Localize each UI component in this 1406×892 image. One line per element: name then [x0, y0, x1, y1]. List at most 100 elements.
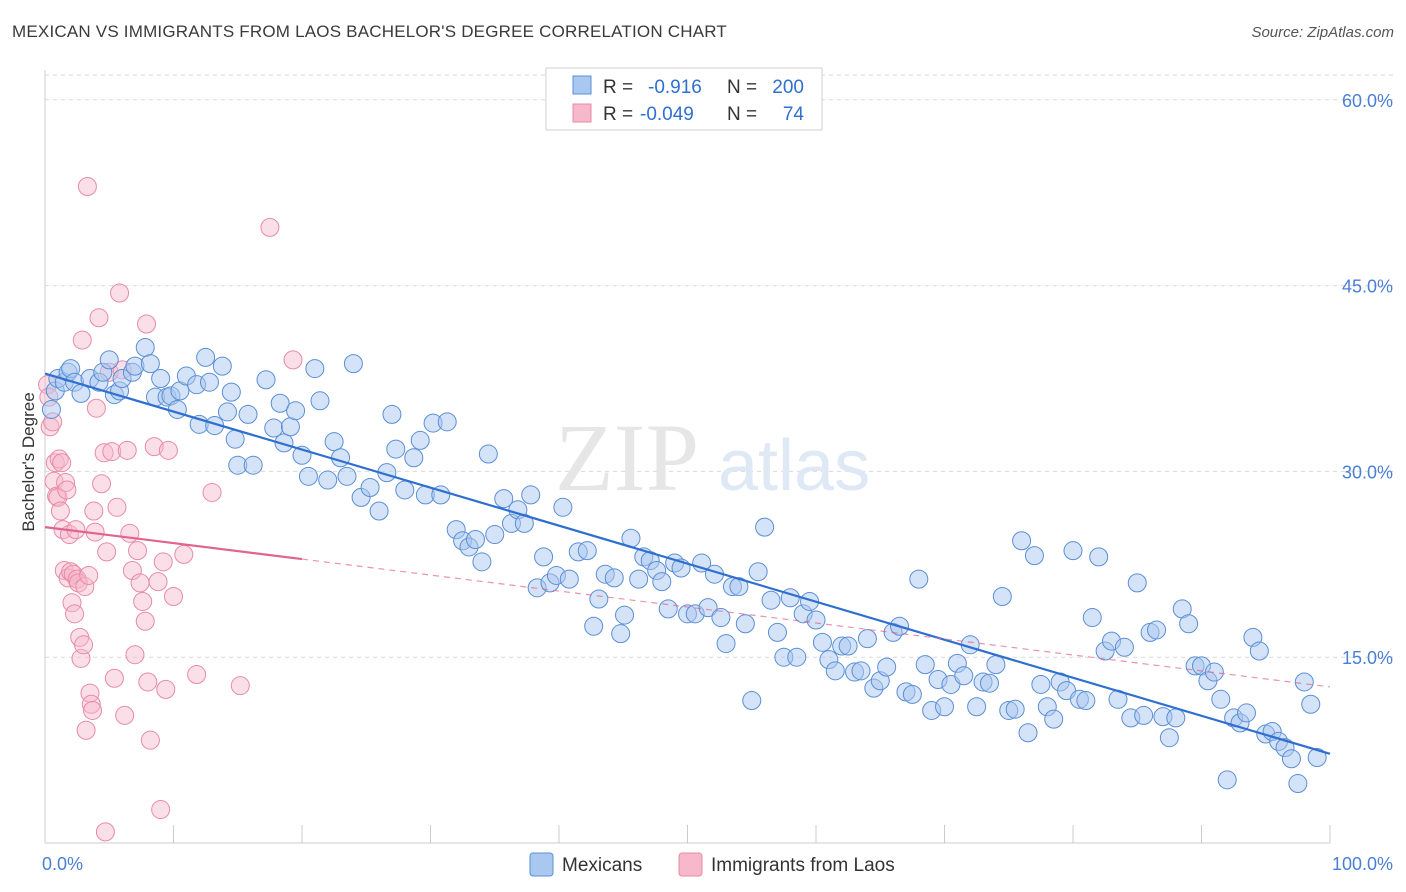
mexican-point-109: [729, 577, 749, 597]
mexican-point-144: [954, 666, 974, 686]
laos-point-50: [120, 523, 140, 543]
mexican-point-38: [256, 370, 276, 390]
mexican-point-31: [212, 356, 232, 376]
series-mexicans-points: [41, 338, 1327, 794]
laos-point-28: [75, 577, 95, 597]
laos-point-14: [57, 480, 77, 500]
mexican-point-93: [629, 569, 649, 589]
laos-point-29: [76, 720, 96, 740]
mexican-point-46: [305, 359, 325, 379]
laos-point-10: [52, 453, 72, 473]
mexican-point-132: [877, 657, 897, 677]
axis-layer: [44, 70, 1331, 844]
laos-point-72: [283, 350, 303, 370]
mexican-point-115: [767, 622, 787, 642]
laos-point-30: [77, 176, 97, 196]
laos-point-38: [89, 308, 109, 328]
laos-point-55: [133, 591, 153, 611]
mexican-point-83: [559, 569, 579, 589]
laos-point-45: [107, 497, 127, 517]
laos-point-23: [68, 573, 88, 593]
mexican-point-163: [1076, 691, 1096, 711]
mexican-point-114: [761, 590, 781, 610]
mexican-point-91: [615, 605, 635, 625]
laos-point-63: [153, 552, 173, 572]
mexican-point-138: [915, 655, 935, 675]
laos-point-54: [130, 573, 150, 593]
mexican-point-41: [274, 433, 294, 453]
mexican-point-48: [318, 470, 338, 490]
stats-n-label-2: N =: [727, 104, 757, 125]
stats-legend: R = -0.916 N = 200 R = -0.049 N = 74: [545, 67, 823, 131]
mexican-point-23: [167, 399, 187, 419]
mexican-point-150: [992, 586, 1012, 606]
chart-source: Source: ZipAtlas.com: [1251, 24, 1394, 41]
mexican-point-146: [967, 697, 987, 717]
mexican-point-153: [1012, 531, 1032, 551]
mexican-point-73: [494, 489, 514, 509]
laos-point-6: [47, 486, 67, 506]
bottom-legend: Mexicans Immigrants from Laos: [529, 852, 895, 877]
mexican-point-43: [286, 401, 306, 421]
laos-point-68: [187, 665, 207, 685]
laos-point-46: [110, 283, 130, 303]
watermark: ZIP atlas: [555, 404, 870, 511]
watermark-atlas: atlas: [718, 426, 870, 506]
mexican-point-165: [1089, 547, 1109, 567]
laos-point-65: [158, 440, 178, 460]
laos-point-69: [202, 482, 222, 502]
mexican-point-154: [1018, 723, 1038, 743]
mexican-point-156: [1031, 674, 1051, 694]
mexican-point-36: [238, 404, 258, 424]
mexican-point-90: [611, 624, 631, 644]
mexican-point-184: [1211, 689, 1231, 709]
laos-point-27: [74, 635, 94, 655]
mexican-point-171: [1127, 573, 1147, 593]
mexican-point-164: [1082, 608, 1102, 628]
mexican-point-121: [806, 610, 826, 630]
laos-point-67: [174, 544, 194, 564]
mexican-point-11: [99, 350, 119, 370]
chart-title: MEXICAN VS IMMIGRANTS FROM LAOS BACHELOR…: [12, 22, 728, 41]
mexican-point-111: [742, 691, 762, 711]
mexican-point-71: [478, 444, 498, 464]
mexican-point-161: [1063, 541, 1083, 561]
laos-point-34: [83, 700, 103, 720]
mexican-point-97: [652, 572, 672, 592]
mexican-point-174: [1147, 620, 1167, 640]
mexican-point-169: [1114, 637, 1134, 657]
stats-n-label-1: N =: [727, 77, 757, 98]
laos-point-20: [65, 604, 85, 624]
laos-point-49: [117, 440, 137, 460]
stats-n-value-1: 200: [772, 77, 804, 98]
mexican-point-172: [1134, 705, 1154, 725]
mexican-point-176: [1159, 728, 1179, 748]
mexican-point-59: [395, 480, 415, 500]
mexican-point-122: [812, 632, 832, 652]
mexican-point-61: [410, 430, 430, 450]
mexican-point-141: [935, 697, 954, 717]
mexican-point-34: [225, 429, 245, 449]
mexican-point-137: [909, 569, 929, 589]
mexican-point-33: [221, 382, 241, 402]
mexican-point-179: [1179, 614, 1199, 634]
laos-point-41: [97, 542, 117, 562]
mexican-point-52: [343, 354, 363, 374]
mexican-point-70: [472, 552, 492, 572]
mexican-point-87: [589, 589, 609, 609]
mexican-point-58: [386, 439, 406, 459]
laos-point-52: [125, 645, 145, 665]
mexican-point-17: [135, 338, 155, 358]
mexican-point-177: [1166, 708, 1186, 728]
mexican-point-124: [825, 661, 845, 681]
mexican-point-37: [243, 455, 263, 475]
laos-point-58: [138, 672, 158, 692]
mexican-point-82: [553, 497, 573, 517]
mexican-point-148: [979, 673, 999, 693]
mexican-point-77: [521, 485, 541, 505]
y-tick-label-3: 60.0%: [1342, 91, 1393, 111]
legend-swatch-laos: [678, 852, 703, 877]
mexican-point-55: [369, 501, 389, 521]
laos-point-33: [81, 694, 101, 714]
laos-point-73: [95, 822, 115, 842]
